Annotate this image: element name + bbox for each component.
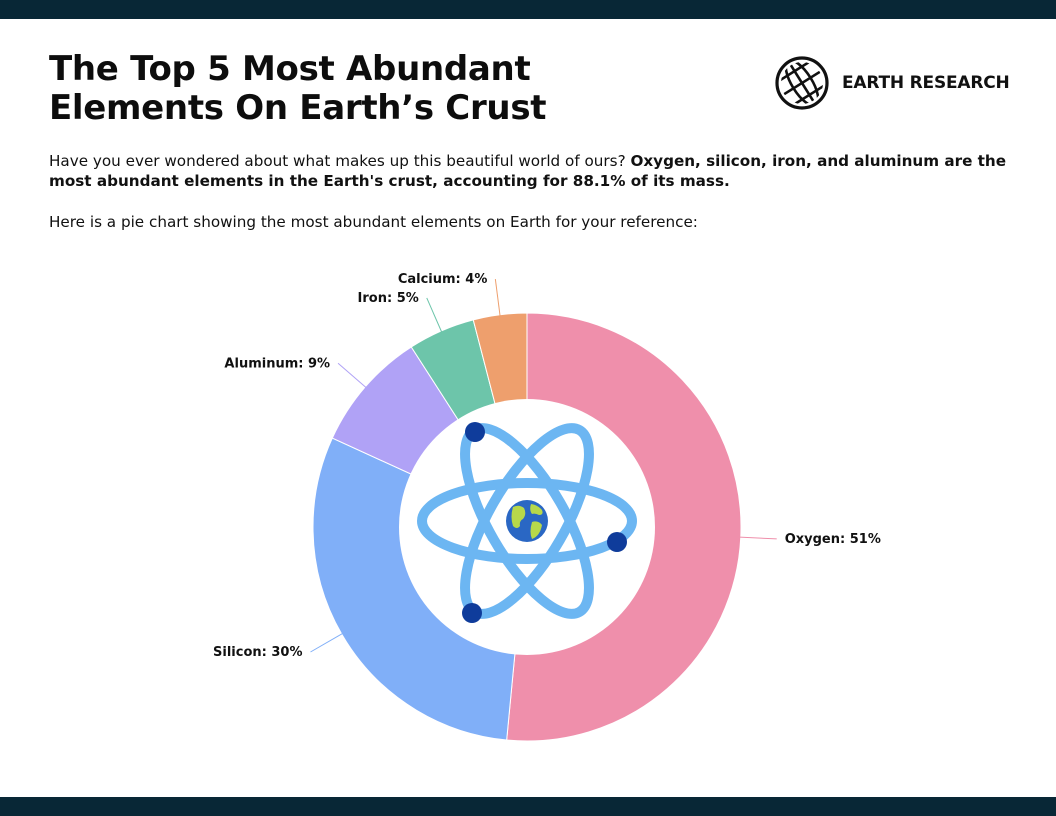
globe-icon [774,55,830,111]
leader-line-silicon [310,633,343,653]
atom-icon [417,422,637,623]
top-frame-bar [0,0,1056,19]
slice-label-oxygen: Oxygen: 51% [785,532,881,547]
leader-line-calcium [494,278,501,316]
leader-line-aluminum [337,362,367,388]
slice-label-iron: Iron: 5% [358,291,419,306]
slice-label-aluminum: Aluminum: 9% [224,356,330,371]
slice-label-silicon: Silicon: 30% [213,645,302,660]
chart-intro-note: Here is a pie chart showing the most abu… [49,213,698,231]
brand-name: EARTH RESEARCH [842,73,1010,93]
slice-label-calcium: Calcium: 4% [398,272,488,287]
electron-dot [465,422,485,442]
intro-plain-text: Have you ever wondered about what makes … [49,152,626,170]
intro-paragraph: Have you ever wondered about what makes … [49,151,1009,191]
leader-line-iron [426,297,443,333]
brand-logo: EARTH RESEARCH [774,55,1014,111]
bottom-frame-bar [0,797,1056,816]
electron-dot [607,532,627,552]
electron-dot [462,603,482,623]
leader-line-oxygen [739,536,777,540]
earth-nucleus-icon [506,500,548,542]
intro-bold-text: Oxygen, silicon, iron, and aluminum are … [49,152,1007,190]
page-title: The Top 5 Most Abundant Elements On Eart… [49,49,547,128]
chart-labels: Oxygen: 51% Silicon: 30% Aluminum: 9% Iron:… [213,272,881,660]
atom-orbit-horizontal [417,478,637,564]
chart-leader-lines [310,278,777,653]
